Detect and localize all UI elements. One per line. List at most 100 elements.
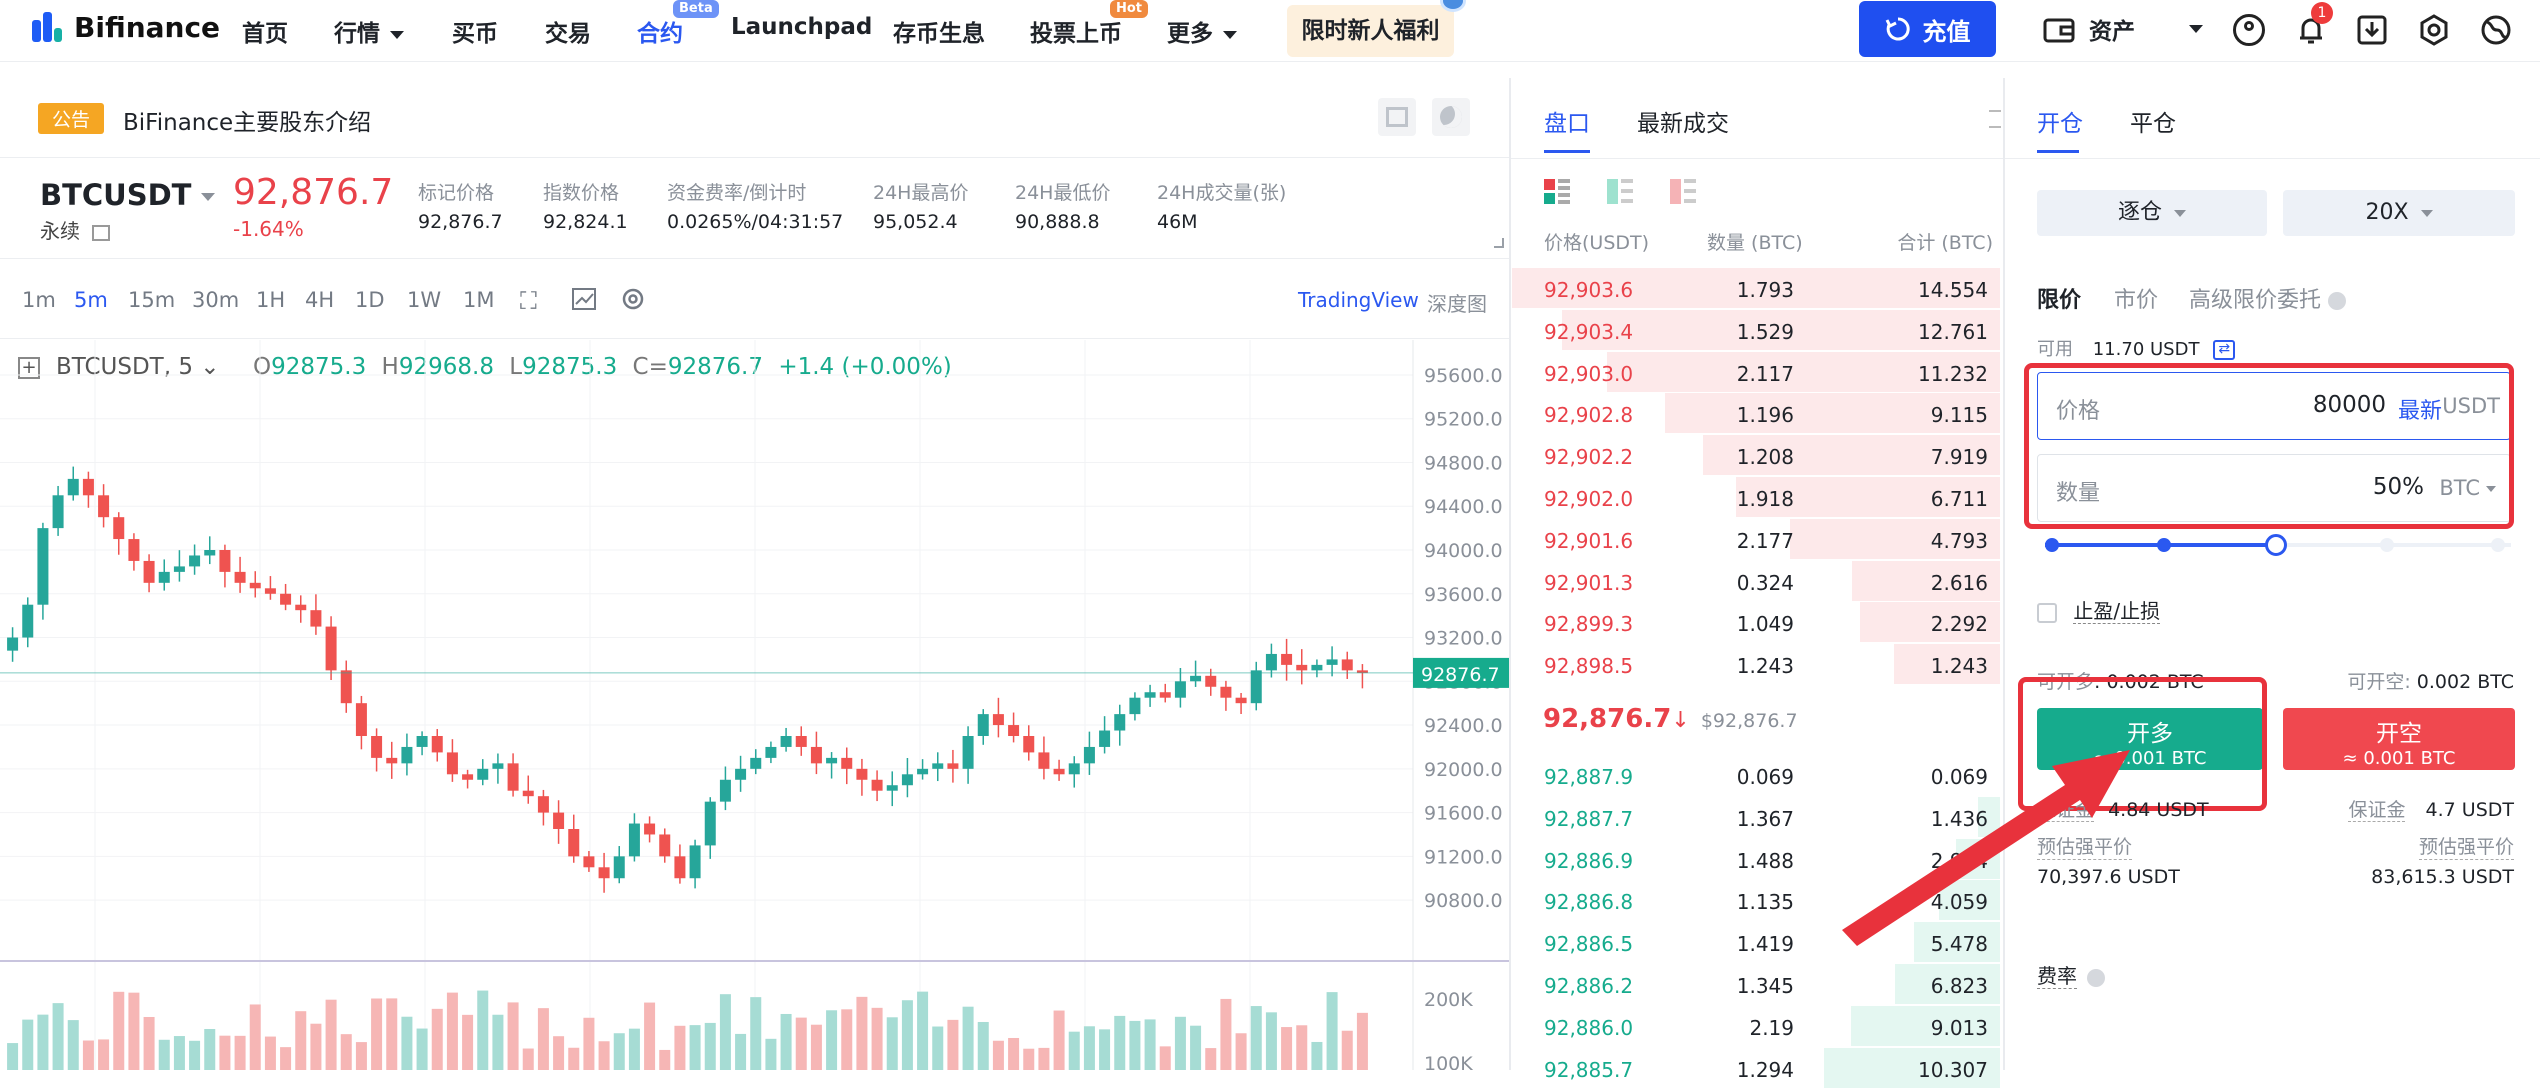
- brand-logo[interactable]: Bifinance: [28, 10, 220, 44]
- order-type-limit[interactable]: 限价: [2037, 288, 2082, 313]
- orderbook-row[interactable]: 92,901.3 0.324 2.616: [1512, 560, 2000, 602]
- orderbook-menu-icon[interactable]: [1989, 110, 2001, 128]
- highlight-box-inputs: [2024, 363, 2514, 529]
- volume-bar: [1220, 998, 1232, 1070]
- orderbook-row[interactable]: 92,898.5 1.243 1.243: [1512, 644, 2000, 685]
- row-total: 2.616: [1930, 570, 1988, 595]
- promo-button[interactable]: 限时新人福利: [1287, 5, 1454, 57]
- orderbook-row[interactable]: 92,902.8 1.196 9.115: [1512, 393, 2000, 434]
- nav-item-8[interactable]: 更多: [1167, 14, 1237, 48]
- orderbook-row[interactable]: 92,886.0 2.19 9.013: [1512, 1005, 2000, 1047]
- row-total: 14.554: [1918, 278, 1988, 302]
- orderbook-asks-icon[interactable]: [1670, 179, 1696, 205]
- margin-mode-select[interactable]: 逐仓: [2037, 190, 2267, 236]
- resize-handle-icon[interactable]: [1494, 238, 1504, 248]
- orderbook-row[interactable]: 92,886.2 1.345 6.823: [1512, 964, 2000, 1005]
- depth-bar: [1665, 393, 2000, 434]
- timeframe-1D[interactable]: 1D: [355, 288, 385, 312]
- settings-icon[interactable]: [2418, 14, 2450, 50]
- orderbook-row[interactable]: 92,903.6 1.793 14.554: [1512, 268, 2000, 309]
- nav-item-0[interactable]: 首页: [242, 21, 288, 47]
- nav-item-3[interactable]: 交易: [545, 21, 591, 47]
- depth-chart-tab[interactable]: 深度图: [1427, 292, 1487, 316]
- fullscreen-icon[interactable]: ⛶: [520, 287, 537, 315]
- candle: [522, 790, 534, 797]
- layout-icon[interactable]: [1378, 98, 1416, 136]
- order-type-market[interactable]: 市价: [2114, 288, 2159, 313]
- symbol-selector[interactable]: BTCUSDT: [40, 178, 216, 212]
- tpsl-checkbox[interactable]: 止盈/止损: [2037, 595, 2161, 624]
- orderbook-row[interactable]: 92,903.0 2.117 11.232: [1512, 351, 2000, 393]
- orderbook-row[interactable]: 92,886.5 1.419 5.478: [1512, 922, 2000, 963]
- candle: [1220, 686, 1232, 698]
- orderbook-row[interactable]: 92,885.7 1.294 10.307: [1512, 1047, 2000, 1089]
- price-value[interactable]: 80000: [2312, 392, 2386, 418]
- user-icon[interactable]: [2233, 14, 2265, 46]
- quantity-slider[interactable]: [2045, 534, 2511, 556]
- timeframe-4H[interactable]: 4H: [305, 288, 335, 312]
- quantity-input[interactable]: 数量 50% BTC: [2037, 454, 2511, 522]
- nav-item-7[interactable]: 投票上币 Hot: [1030, 0, 1149, 48]
- slider-stop[interactable]: [2379, 538, 2394, 552]
- order-type-advanced[interactable]: 高级限价委托: [2189, 282, 2347, 314]
- timeframe-15m[interactable]: 15m: [128, 288, 176, 312]
- assets-menu[interactable]: 资产: [2043, 12, 2203, 46]
- chart-settings-icon[interactable]: [620, 286, 646, 316]
- orderbook-row[interactable]: 92,902.0 1.918 6.711: [1512, 477, 2000, 518]
- volume-bar: [7, 1043, 19, 1070]
- candle: [613, 856, 625, 879]
- notification-icon[interactable]: 1: [2295, 2, 2333, 46]
- orderbook-row[interactable]: 92,901.6 2.177 4.793: [1512, 518, 2000, 560]
- globe-icon[interactable]: [2480, 14, 2512, 50]
- deposit-button[interactable]: 充值: [1859, 1, 1996, 57]
- tab-open[interactable]: 开仓: [2037, 104, 2083, 153]
- slider-stop[interactable]: [2045, 538, 2059, 552]
- chart-add-icon[interactable]: +: [18, 357, 40, 379]
- transfer-icon[interactable]: ⇄: [2213, 340, 2236, 360]
- tab-close[interactable]: 平仓: [2130, 111, 2176, 137]
- price-input[interactable]: 价格 80000 最新 USDT: [2037, 372, 2511, 440]
- orderbook-row[interactable]: 92,902.2 1.208 7.919: [1512, 435, 2000, 476]
- orderbook-both-icon[interactable]: [1544, 179, 1570, 205]
- orderbook-row[interactable]: 92,887.7 1.367 1.436: [1512, 796, 2000, 838]
- open-short-button[interactable]: 开空 ≈ 0.001 BTC: [2283, 708, 2515, 770]
- row-total: 12.761: [1918, 319, 1988, 344]
- chart-symbol[interactable]: BTCUSDT, 5 ⌄: [56, 354, 220, 380]
- volume-bar: [871, 1007, 883, 1070]
- nav-item-4[interactable]: 合约 Beta: [637, 0, 719, 48]
- orderbook-row[interactable]: 92,903.4 1.529 12.761: [1512, 309, 2000, 351]
- nav-item-2[interactable]: 买币: [452, 21, 498, 47]
- quantity-value[interactable]: 50%: [2372, 474, 2424, 500]
- theme-moon-icon[interactable]: [1432, 98, 1470, 136]
- timeframe-1W[interactable]: 1W: [407, 288, 442, 312]
- slider-stop[interactable]: [2491, 538, 2505, 552]
- indicator-icon[interactable]: [571, 287, 597, 315]
- tab-orderbook[interactable]: 盘口: [1544, 104, 1590, 153]
- quantity-unit-select[interactable]: BTC: [2439, 476, 2496, 500]
- timeframe-1m[interactable]: 1m: [22, 288, 56, 312]
- orderbook-row[interactable]: 92,886.8 1.135 4.059: [1512, 880, 2000, 921]
- announcement-bar[interactable]: 公告 BiFinance主要股东介绍: [0, 78, 1509, 158]
- slider-stop[interactable]: [2265, 534, 2287, 556]
- volume-bar: [492, 1014, 504, 1070]
- download-icon[interactable]: [2356, 14, 2388, 50]
- open-long-button[interactable]: 开多 ≈ 0.001 BTC: [2037, 708, 2263, 770]
- timeframe-1M[interactable]: 1M: [463, 288, 495, 312]
- leverage-select[interactable]: 20X: [2283, 190, 2515, 236]
- candlestick-chart[interactable]: 95600.0 95200.0 94800.0 94400.0 94000.0 93600…: [0, 340, 1509, 1070]
- volume-bar: [628, 1028, 640, 1070]
- slider-stop[interactable]: [2156, 538, 2171, 552]
- nav-item-6[interactable]: 存币生息: [893, 21, 985, 47]
- timeframe-1H[interactable]: 1H: [256, 288, 286, 312]
- timeframe-5m[interactable]: 5m: [74, 288, 108, 312]
- orderbook-row[interactable]: 92,887.9 0.069 0.069: [1512, 755, 2000, 796]
- timeframe-30m[interactable]: 30m: [192, 288, 240, 312]
- tradingview-tab[interactable]: TradingView: [1298, 288, 1419, 312]
- price-latest-button[interactable]: 最新: [2397, 399, 2442, 424]
- orderbook-row[interactable]: 92,899.3 1.049 2.292: [1512, 602, 2000, 643]
- orderbook-bids-icon[interactable]: [1607, 179, 1633, 205]
- announcement-text[interactable]: BiFinance主要股东介绍: [123, 110, 372, 136]
- nav-item-5[interactable]: Launchpad: [731, 14, 873, 40]
- nav-item-1[interactable]: 行情: [334, 14, 404, 48]
- tab-trades[interactable]: 最新成交: [1637, 111, 1729, 137]
